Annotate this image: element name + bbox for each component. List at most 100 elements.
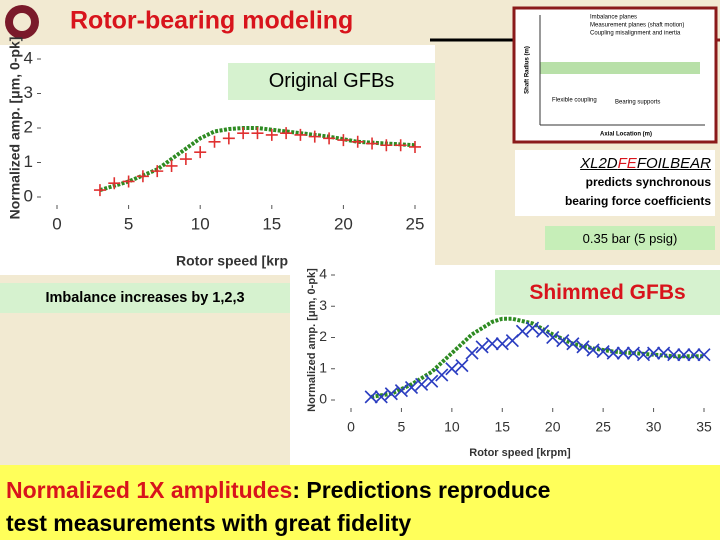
measurement-marker: [394, 384, 408, 398]
measurement-marker: [151, 165, 164, 178]
conclusion: Normalized 1X amplitudes: Predictions re…: [0, 465, 720, 540]
y-tick-label: 1: [24, 152, 33, 171]
code-line: predicts synchronous: [585, 175, 711, 189]
measurement-marker: [687, 348, 701, 362]
code-line: bearing force coefficients: [564, 194, 711, 208]
x-tick-label: 25: [595, 419, 611, 435]
measurement-marker: [394, 139, 407, 152]
y-axis-label: Normalized amp. [μm, 0-pk]: [7, 37, 23, 220]
prediction-line: [370, 316, 704, 399]
inset-note: Bearing supports: [615, 100, 660, 106]
x-tick-label: 5: [124, 214, 133, 233]
y-tick-label: 2: [24, 117, 33, 136]
measurement-marker: [208, 135, 221, 148]
label-shimmed: Shimmed GFBs: [495, 270, 720, 315]
measurement-marker: [374, 390, 388, 404]
measurement-marker: [351, 135, 364, 148]
inset-legend: Imbalance planes: [590, 15, 637, 21]
x-axis-label: Rotor speed [krp: [176, 253, 288, 269]
y-tick-label: 3: [24, 83, 33, 102]
measurement-marker: [222, 132, 235, 145]
conclusion-line: Normalized 1X amplitudes: Predictions re…: [6, 474, 720, 507]
logo-inner: [13, 13, 31, 31]
chart: 0 1 2 3 4 0 5 10 15 20 25 Rotor speed [krp Normalize…: [7, 37, 425, 269]
x-tick-label: 0: [52, 214, 61, 233]
code-name: XL2DFEFOILBEAR: [515, 154, 711, 173]
measurement-marker: [415, 377, 429, 391]
conclusion-text: : Predictions reproduce: [292, 477, 551, 503]
y-tick-label: 0: [24, 186, 33, 205]
x-tick-label: 20: [334, 214, 353, 233]
y-tick-label: 4: [24, 48, 33, 67]
label-imbalance: Imbalance increases by 1,2,3: [0, 283, 290, 313]
measurement-marker: [165, 159, 178, 172]
measurement-marker: [323, 132, 336, 145]
y-tick-label: 0: [319, 391, 327, 407]
measurement-marker: [425, 374, 439, 388]
code-box: XL2DFEFOILBEAR predicts synchronous bear…: [515, 150, 715, 216]
x-tick-label: 30: [646, 419, 662, 435]
measurement-marker: [308, 130, 321, 143]
inset-shaft: [540, 62, 700, 74]
measurement-marker: [536, 324, 550, 338]
measurement-marker: [337, 134, 350, 147]
measurement-marker: [194, 146, 207, 159]
measurement-marker: [384, 387, 398, 401]
inset-xlabel: Axial Location (m): [600, 132, 652, 138]
y-axis-label: Normalized amp. [μm, 0-pk]: [306, 268, 318, 412]
slide-title: Rotor-bearing modeling: [70, 7, 353, 35]
code-part: XL2D: [580, 155, 618, 172]
measurement-marker: [108, 177, 121, 190]
x-axis-label: Rotor speed [krpm]: [469, 447, 571, 459]
measurement-marker: [435, 368, 449, 382]
measurement-marker: [409, 140, 421, 153]
inset-figure: [512, 6, 718, 144]
code-part: FOILBEAR: [636, 155, 711, 172]
measurement-marker: [546, 330, 560, 345]
measurement-marker: [647, 346, 661, 360]
measurement-marker: [455, 359, 469, 373]
y-tick-label: 4: [319, 266, 327, 282]
inset-legend: Coupling misalignment and inertia: [590, 31, 681, 37]
x-tick-label: 0: [347, 419, 355, 435]
x-tick-label: 15: [262, 214, 281, 233]
pressure-label: 0.35 bar (5 psig): [545, 226, 715, 250]
y-tick-label: 3: [319, 297, 327, 313]
conclusion-highlight: Normalized 1X amplitudes: [6, 477, 293, 503]
x-tick-label: 20: [545, 419, 561, 435]
measurement-marker: [280, 127, 293, 140]
x-tick-label: 10: [444, 419, 460, 435]
measurement-marker: [616, 346, 630, 360]
measurement-marker: [265, 128, 278, 141]
measurement-marker: [366, 137, 379, 150]
measurement-marker: [364, 390, 378, 404]
x-tick-label: 15: [494, 419, 510, 435]
measurement-marker: [576, 340, 590, 354]
x-tick-label: 5: [398, 419, 406, 435]
label-original: Original GFBs: [228, 63, 435, 100]
y-tick-label: 2: [319, 328, 327, 344]
measurement-marker: [294, 128, 307, 141]
measurement-marker: [667, 348, 681, 362]
x-tick-label: 25: [406, 214, 425, 233]
conclusion-line: test measurements with great fidelity: [6, 510, 412, 536]
code-part: FE: [617, 155, 637, 172]
measurement-marker: [251, 127, 264, 140]
inset-ylabel: Shaft Radius (m): [525, 46, 531, 94]
measurement-marker: [404, 380, 419, 395]
measurement-marker: [515, 324, 530, 338]
measurement-marker: [525, 321, 540, 335]
measurement-marker: [136, 170, 149, 183]
measurement-marker: [93, 184, 106, 197]
measurement-marker: [495, 337, 509, 351]
measurement-marker: [445, 362, 459, 376]
inset-note: Flexible coupling: [552, 98, 597, 104]
y-tick-label: 1: [319, 359, 327, 375]
measurement-marker: [465, 346, 479, 360]
measurement-marker: [179, 153, 192, 166]
measurement-marker: [485, 337, 499, 351]
measurement-marker: [697, 348, 711, 362]
measurement-marker: [237, 127, 250, 140]
chart: 0 1 2 3 4 0 5 10 15 20 25 30 35 Rotor speed [krpm] Nor…: [306, 266, 712, 459]
